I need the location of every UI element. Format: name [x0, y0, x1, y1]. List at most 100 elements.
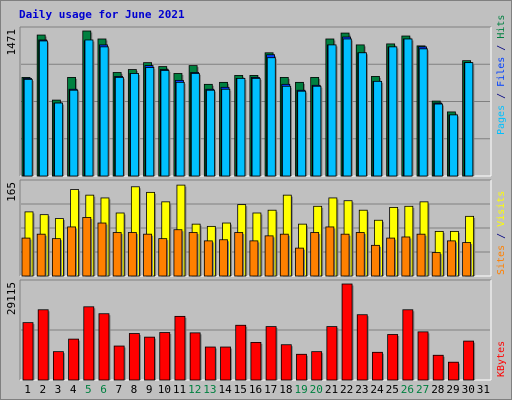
x-tick-day-8: 8: [131, 383, 138, 396]
bar-sites-day-2: [36, 233, 46, 277]
bar-sites-day-18: [279, 233, 289, 277]
bar-kbytes-day-27: [417, 331, 429, 381]
legend-visits: Visits: [496, 191, 507, 227]
legend-middle-panel: Sites / Visits: [496, 191, 507, 275]
bar-kbytes-day-30: [463, 340, 475, 381]
legend-separator: /: [496, 87, 507, 105]
x-tick-day-4: 4: [70, 383, 77, 396]
bar-pages-day-11: [175, 81, 185, 177]
x-tick-day-13: 13: [203, 383, 216, 396]
legend-separator: /: [496, 227, 507, 245]
bar-kbytes-day-7: [113, 345, 125, 381]
x-tick-day-5: 5: [85, 383, 92, 396]
x-tick-day-3: 3: [55, 383, 62, 396]
bar-sites-day-14: [219, 239, 228, 277]
bar-pages-day-1: [23, 78, 33, 177]
legend-bottom-panel: KBytes: [496, 341, 507, 377]
y-max-label-visits: 165: [5, 182, 18, 202]
legend-separator: /: [496, 39, 507, 57]
x-tick-day-14: 14: [218, 383, 232, 396]
bar-kbytes-day-5: [83, 306, 95, 381]
x-tick-day-26: 26: [401, 383, 414, 396]
bar-sites-day-3: [51, 238, 61, 277]
x-tick-day-10: 10: [158, 383, 171, 396]
bar-kbytes-day-17: [265, 326, 277, 381]
x-tick-day-25: 25: [386, 383, 399, 396]
bar-kbytes-day-13: [204, 346, 216, 381]
bar-kbytes-day-2: [37, 309, 49, 381]
x-tick-day-29: 29: [446, 383, 459, 396]
x-tick-day-18: 18: [279, 383, 292, 396]
x-tick-day-12: 12: [188, 383, 201, 396]
bar-sites-day-9: [143, 233, 152, 277]
legend-files: Files: [496, 57, 507, 87]
x-tick-day-21: 21: [325, 383, 338, 396]
x-tick-day-31: 31: [477, 383, 490, 396]
bar-pages-day-24: [373, 80, 383, 177]
x-tick-day-1: 1: [24, 383, 31, 396]
bar-pages-day-25: [388, 46, 398, 177]
x-tick-day-11: 11: [173, 383, 186, 396]
bar-pages-day-23: [358, 52, 367, 177]
bar-kbytes-day-29: [448, 361, 459, 381]
bar-pages-day-17: [266, 57, 276, 177]
bar-sites-day-25: [386, 237, 396, 277]
bar-kbytes-day-14: [220, 346, 231, 381]
y-max-label-hits: 1471: [5, 29, 18, 56]
bar-sites-day-22: [340, 233, 350, 277]
bar-pages-day-21: [327, 44, 337, 177]
x-tick-day-23: 23: [355, 383, 368, 396]
bar-pages-day-10: [160, 70, 170, 177]
bar-pages-day-19: [297, 90, 307, 177]
x-tick-day-15: 15: [234, 383, 247, 396]
bar-kbytes-day-15: [235, 324, 247, 381]
x-tick-day-17: 17: [264, 383, 277, 396]
bar-pages-day-28: [434, 103, 443, 177]
bar-kbytes-day-3: [52, 351, 64, 381]
bar-kbytes-day-10: [159, 332, 171, 381]
x-tick-day-19: 19: [294, 383, 307, 396]
bar-sites-day-17: [264, 235, 274, 277]
bar-kbytes-day-23: [356, 314, 368, 381]
bar-kbytes-day-18: [280, 344, 292, 381]
bar-kbytes-day-20: [311, 351, 323, 381]
bar-kbytes-day-1: [22, 322, 34, 381]
bar-pages-day-13: [206, 89, 215, 177]
bar-sites-day-26: [401, 236, 411, 277]
bar-pages-day-27: [418, 48, 428, 177]
bar-sites-day-30: [462, 242, 472, 277]
bar-kbytes-day-12: [189, 332, 201, 381]
bar-kbytes-day-4: [68, 338, 79, 381]
bar-kbytes-day-21: [326, 326, 338, 381]
x-tick-day-2: 2: [39, 383, 46, 396]
x-tick-day-28: 28: [431, 383, 444, 396]
bar-sites-day-1: [21, 237, 31, 277]
bar-sites-day-5: [82, 217, 92, 277]
bar-sites-day-15: [234, 232, 244, 277]
legend-sites: Sites: [496, 245, 507, 275]
bar-kbytes-day-16: [250, 342, 262, 381]
bar-sites-day-21: [325, 226, 335, 277]
bar-pages-day-30: [464, 62, 474, 177]
bar-kbytes-day-28: [432, 354, 444, 381]
bar-pages-day-20: [312, 85, 322, 177]
bar-sites-day-19: [295, 247, 304, 277]
bar-kbytes-day-8: [128, 333, 140, 381]
y-max-label-kbytes: 29115: [5, 282, 18, 315]
bar-sites-day-6: [97, 222, 107, 277]
x-tick-day-27: 27: [416, 383, 429, 396]
bar-pages-day-22: [342, 38, 352, 177]
bar-sites-day-28: [431, 252, 441, 277]
bar-pages-day-4: [69, 89, 79, 177]
bar-kbytes-day-9: [144, 336, 155, 381]
bar-sites-day-7: [112, 232, 122, 277]
bar-sites-day-8: [127, 232, 137, 277]
x-tick-day-24: 24: [370, 383, 384, 396]
bar-pages-day-9: [145, 67, 155, 177]
bar-kbytes-day-26: [402, 309, 414, 381]
bar-kbytes-day-6: [98, 313, 110, 381]
x-tick-day-30: 30: [462, 383, 475, 396]
x-tick-day-22: 22: [340, 383, 353, 396]
x-tick-day-16: 16: [249, 383, 262, 396]
